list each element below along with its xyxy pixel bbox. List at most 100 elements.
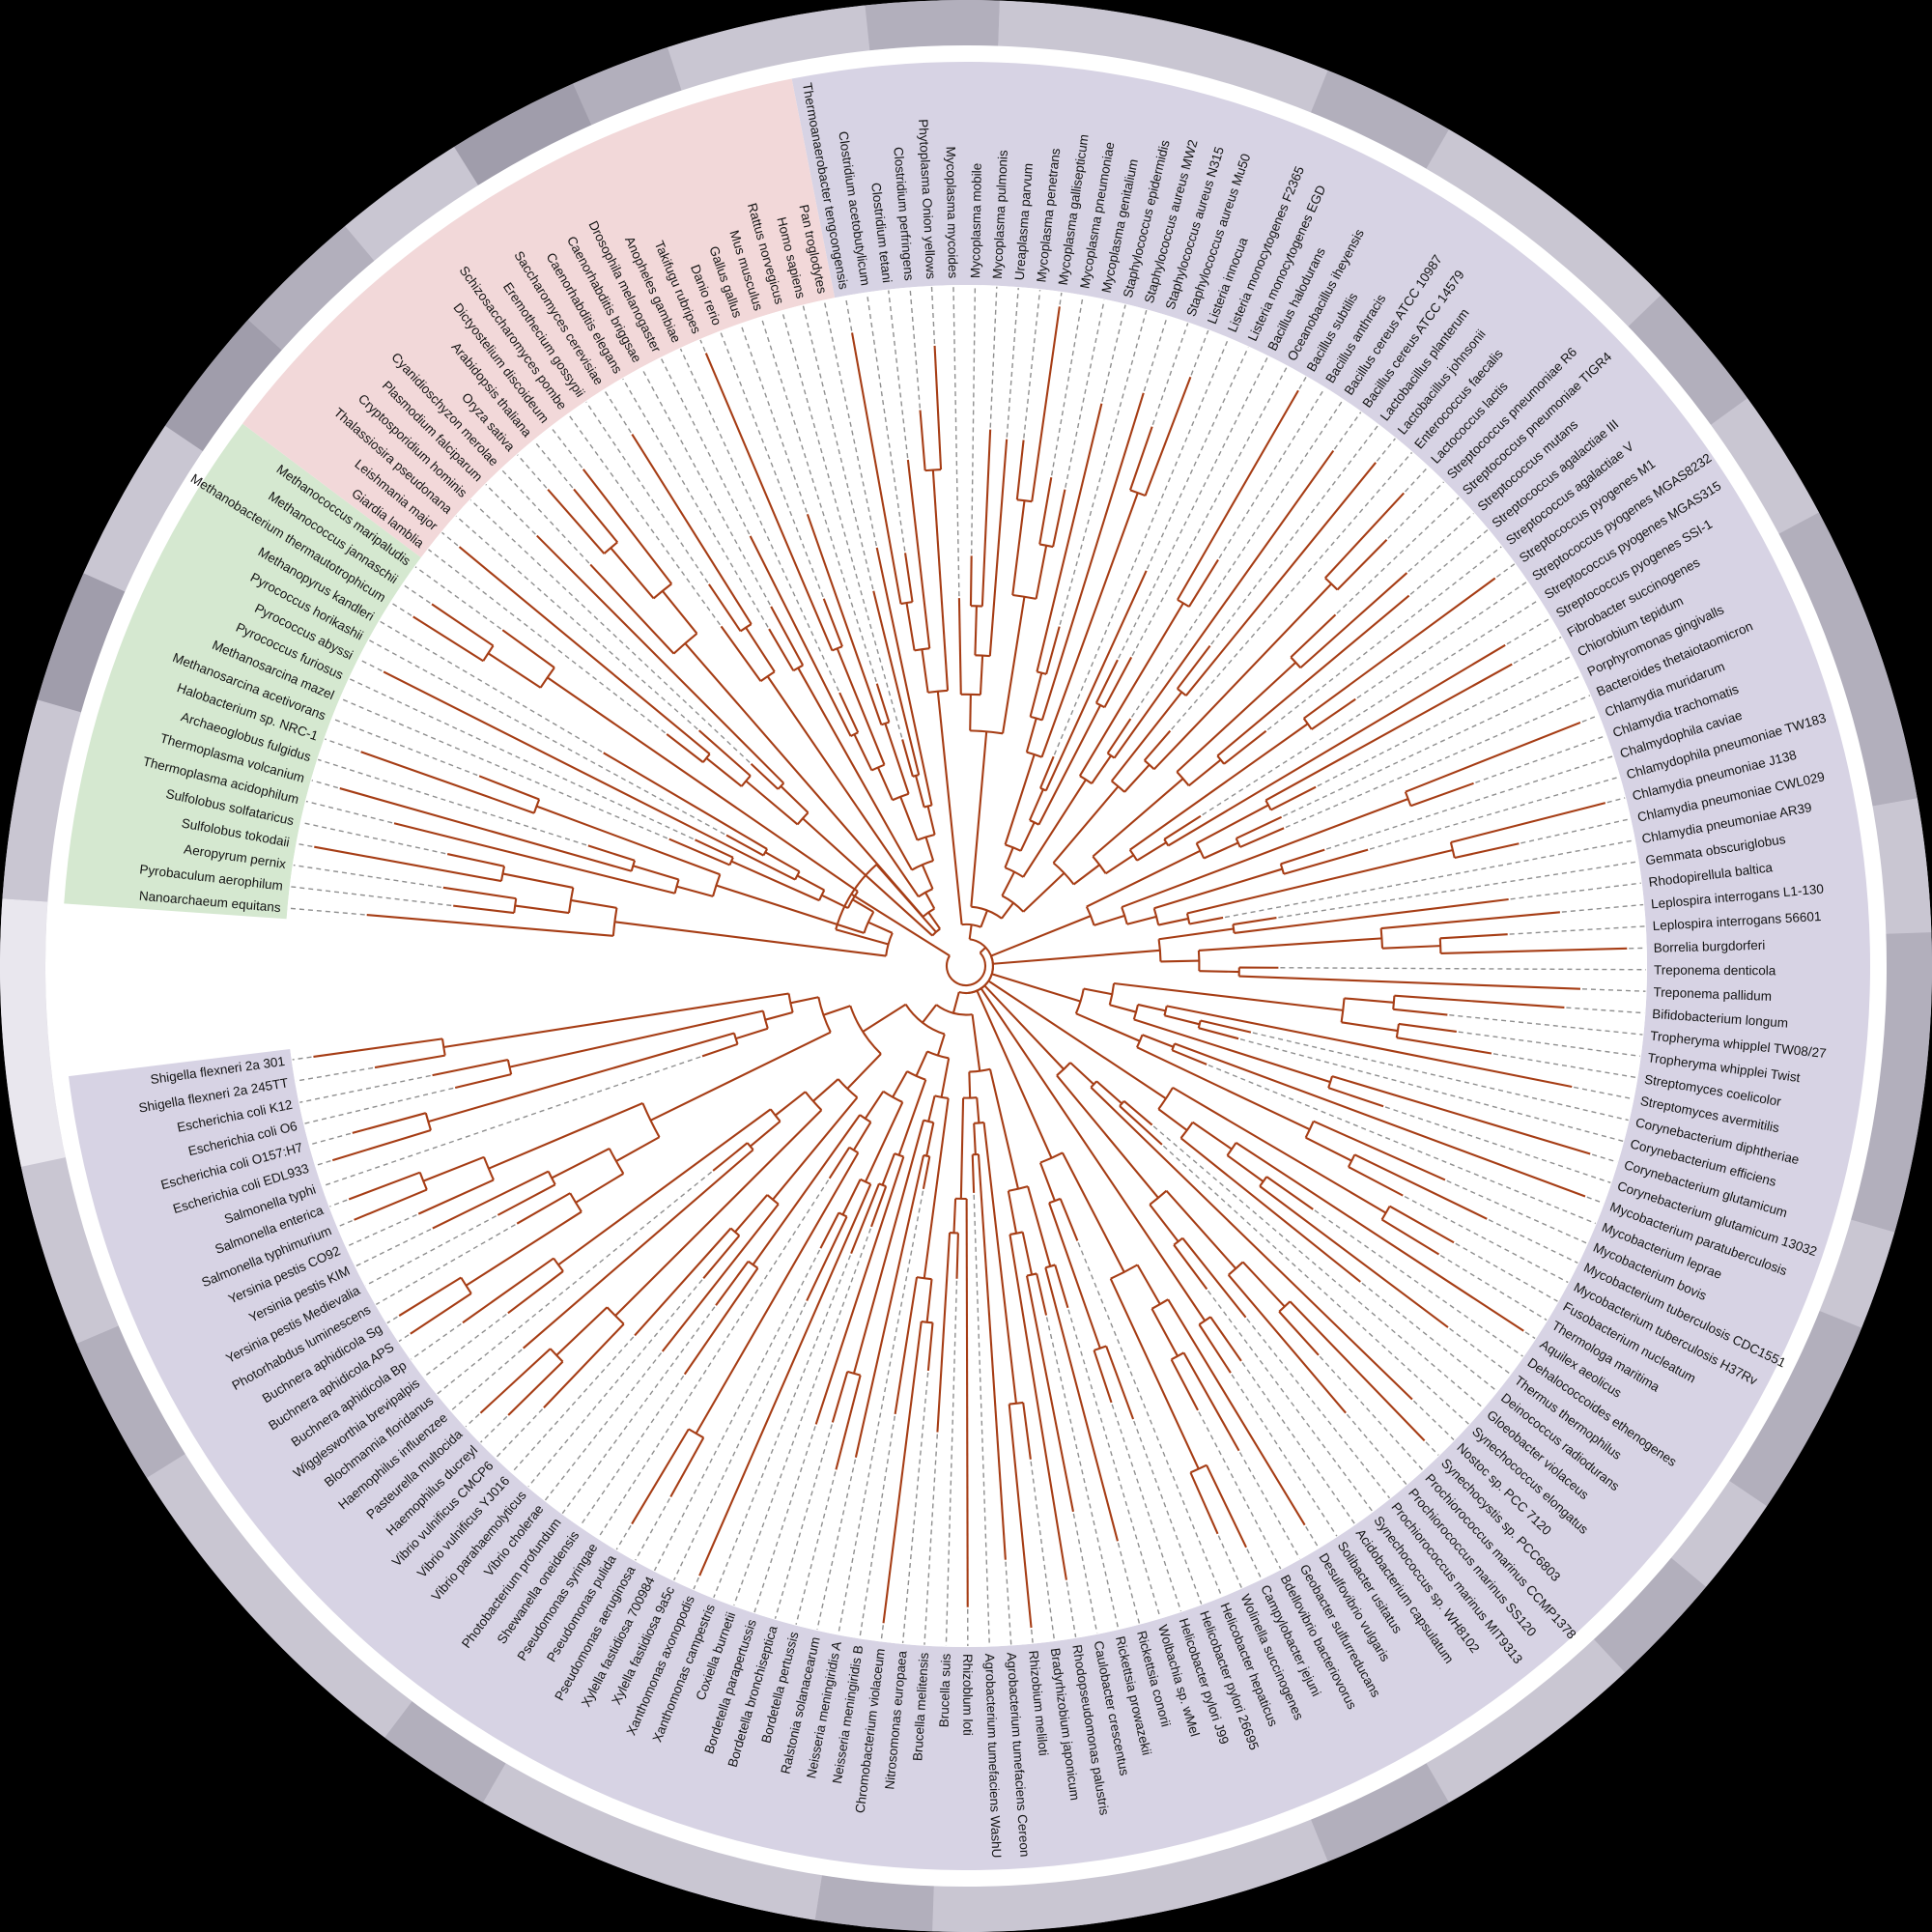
leader-line [1586, 1196, 1605, 1205]
leader-line [315, 1160, 331, 1167]
leader-line [1333, 412, 1362, 450]
tree-branch [1123, 764, 1151, 793]
tree-branch [1405, 721, 1581, 793]
leader-line [679, 348, 839, 692]
outer-ring-segment [146, 1454, 412, 1738]
tree-branch [814, 1156, 905, 1425]
tree-branch [1234, 897, 1509, 934]
tree-branch [919, 410, 926, 471]
leader-line [1404, 1195, 1569, 1284]
tree-branch [1122, 1099, 1153, 1126]
tree-branch [1103, 656, 1133, 708]
tree-branch [1015, 440, 1025, 500]
leader-line [527, 1279, 703, 1488]
tree-branch-arc [1197, 950, 1201, 972]
tree-branch [1091, 754, 1112, 784]
leader-line [1405, 466, 1429, 493]
tree-branch [631, 1428, 690, 1525]
tree-branch [501, 629, 555, 668]
tree-branch [990, 915, 1092, 957]
leader-line [1202, 599, 1540, 816]
leader-line [1143, 316, 1168, 392]
tree-branch [497, 1183, 556, 1216]
tree-branch [1061, 1151, 1125, 1273]
leader-line [945, 1280, 958, 1646]
tree-branch [575, 1173, 624, 1204]
leaf-label: Mycoplasma mobile [968, 163, 984, 278]
tree-branch [831, 1371, 849, 1423]
tree-branch [870, 1185, 888, 1228]
tree-branch [1137, 1003, 1166, 1012]
leader-line [450, 1349, 523, 1411]
tree-branch [1348, 1166, 1404, 1197]
tree-branch [1022, 872, 1065, 913]
tree-branch [1136, 841, 1167, 862]
outer-ring-segment [1819, 1219, 1895, 1328]
tree-branch [1048, 1202, 1101, 1350]
leader-line [1217, 1535, 1242, 1588]
leader-line [309, 1132, 352, 1146]
tree-branch [988, 439, 1009, 657]
tree-branch [867, 921, 894, 934]
leader-line [428, 549, 667, 734]
tree-branch [797, 667, 913, 871]
tree-branch [1259, 1185, 1449, 1328]
leader-line [1449, 1327, 1511, 1375]
leader-line [297, 842, 313, 847]
tree-branch [1192, 1121, 1233, 1151]
tree-branch-arc [1111, 780, 1125, 793]
leader-line [1218, 387, 1325, 559]
leader-line [1475, 734, 1606, 783]
outer-ring-segment [345, 146, 478, 261]
tree-branch [465, 1210, 582, 1287]
leader-line [1495, 563, 1516, 578]
tree-branch [547, 676, 859, 893]
outer-ring-segment [667, 5, 870, 91]
tree-branch [974, 606, 978, 656]
tree-branch-arc [892, 792, 909, 802]
tree-branch [882, 1321, 923, 1624]
tree-branch [551, 1148, 611, 1179]
tree-branch [915, 1050, 928, 1077]
tree-branch [1331, 1075, 1591, 1155]
leader-line [1246, 1318, 1391, 1499]
tree-branch [1165, 1189, 1237, 1269]
leader-line [1059, 292, 1063, 305]
outer-ring-segment [1426, 1638, 1625, 1804]
tree-branch [764, 1011, 793, 1021]
leader-line [1198, 1411, 1282, 1570]
tree-branch [1393, 1008, 1448, 1016]
tree-branch [936, 1233, 952, 1433]
tree-branch [352, 1112, 427, 1134]
tree-branch [1160, 959, 1200, 963]
outer-ring-segment [1311, 70, 1449, 169]
tree-branch [515, 904, 570, 915]
outer-ring-segment [1593, 1557, 1707, 1673]
tree-branch [610, 547, 655, 600]
leader-line [386, 1316, 398, 1324]
tree-branch [1157, 1108, 1188, 1131]
tree-branch [1144, 376, 1192, 497]
leader-line [699, 339, 706, 353]
tree-branch [1283, 848, 1369, 875]
leader-line [1266, 546, 1502, 731]
tree-branch [790, 996, 819, 1005]
tree-branch [952, 991, 960, 1014]
tree-branch [852, 898, 874, 913]
tree-branch [725, 834, 764, 857]
tree-branch [828, 1147, 851, 1179]
tree-branch [838, 692, 860, 733]
leaf-label: Agrobacterium tumefaciens WashU [982, 1653, 1004, 1858]
tree-branch [412, 615, 484, 663]
tree-branch [587, 844, 636, 862]
leader-line [888, 290, 909, 459]
leader-line [1574, 1086, 1634, 1100]
tree-branch [806, 513, 883, 725]
leader-line [970, 286, 977, 554]
tree-branch [1090, 1086, 1413, 1401]
tree-branch-arc [1149, 1189, 1168, 1206]
leader-line [1606, 797, 1626, 804]
outer-ring-segment [454, 83, 592, 185]
tree-branch [570, 898, 617, 909]
leader-line [1045, 1317, 1120, 1630]
